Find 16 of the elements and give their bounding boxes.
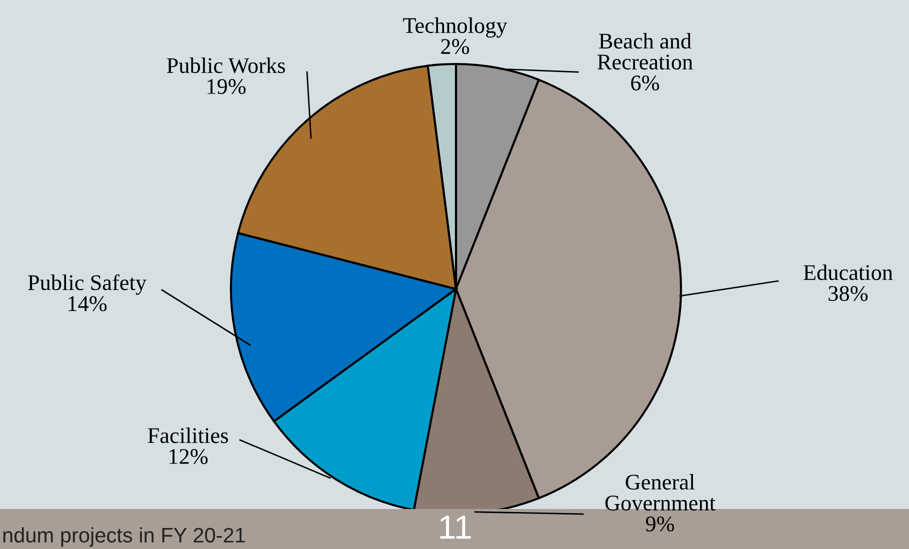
slice-label: Public Safety [28, 274, 146, 295]
slice-label: Beach and Recreation [598, 33, 693, 70]
data-label: 6% [631, 75, 660, 91]
slice-label: Education [804, 264, 893, 280]
text: 11 [440, 516, 471, 539]
slice-label: Technology [403, 17, 508, 38]
data-label: 19% [208, 79, 246, 94]
slice-label: General Government [605, 474, 716, 511]
text: ndum projects in FY 20-21 [3, 527, 245, 547]
slice-label: Facilities [148, 427, 228, 444]
slice-label: Public Works [166, 57, 285, 74]
data-label: 2% [441, 39, 470, 54]
data-label: 12% [170, 449, 208, 464]
data-label: 9% [646, 516, 674, 532]
data-label: 38% [828, 286, 868, 302]
data-label: 14% [68, 296, 107, 312]
